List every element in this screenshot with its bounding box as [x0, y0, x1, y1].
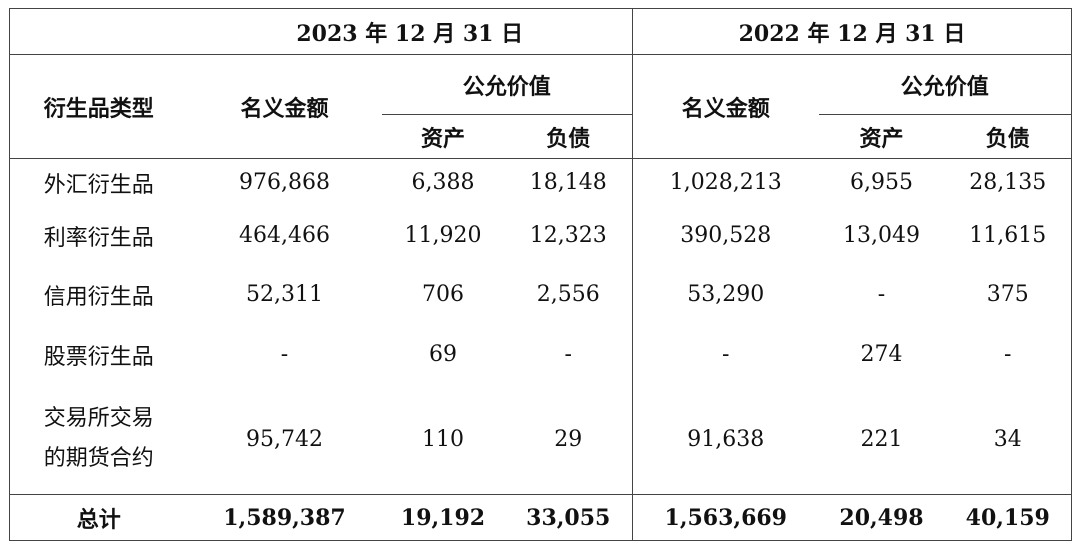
row-type: 信用衍生品: [43, 284, 154, 310]
liabilities-2022: -: [1004, 342, 1012, 367]
notional-2023: 52,311: [246, 282, 323, 307]
total-assets-2022: 20,498: [818, 494, 945, 541]
assets-2022: 221: [860, 426, 903, 452]
row-type-line1: 交易所交易: [43, 406, 154, 432]
total-label: 总计: [9, 494, 188, 541]
assets-2023: 110: [422, 426, 464, 452]
notional-2022: 91,638: [632, 384, 819, 495]
total-notional-2022: 1,563,669: [632, 494, 819, 541]
assets-2022: 13,049: [843, 223, 920, 248]
table-row: 交易所交易 的期货合约 95,742 110 29 91,638 221 34: [10, 384, 1072, 495]
total-liabilities-2023: 33,055: [504, 494, 633, 541]
notional-2022: 390,528: [632, 206, 819, 265]
liabilities-2022: 11,615: [969, 223, 1047, 248]
header-blank-cell: [9, 8, 188, 55]
liabilities-2022: 34: [993, 426, 1022, 452]
liabilities-2022-header: 负债: [985, 125, 1030, 152]
assets-2022: -: [877, 282, 886, 307]
period-2023-header: 2023 年 12 月 31 日: [187, 8, 633, 55]
notional-2023: 464,466: [239, 223, 330, 248]
notional-2023: -: [280, 342, 289, 367]
notional-2022: 1,028,213: [632, 158, 819, 207]
assets-2022: 274: [860, 342, 903, 367]
total-liabilities-2022: 40,159: [944, 494, 1072, 541]
row-type: 外汇衍生品: [9, 158, 188, 207]
liabilities-2023: 12,323: [529, 223, 607, 248]
assets-2022: 6,955: [818, 158, 945, 207]
assets-2022-header: 资产: [859, 125, 904, 152]
total-assets-2023: 19,192: [381, 494, 505, 541]
liabilities-2023-header: 负债: [546, 125, 591, 152]
notional-2022: -: [632, 324, 819, 385]
table-row: 利率衍生品 464,466 11,920 12,323 390,528 13,0…: [10, 206, 1072, 265]
notional-2023: 976,868: [187, 158, 382, 207]
row-type-line2: 的期货合约: [43, 446, 154, 472]
assets-2023-header: 资产: [420, 125, 465, 152]
col-notional-2022-header: 名义金额: [632, 54, 819, 159]
derivatives-table: 2023 年 12 月 31 日 2022 年 12 月 31 日 衍生品类型 …: [9, 8, 1073, 541]
col-notional-2023-header: 名义金额: [240, 95, 329, 122]
assets-2023: 6,388: [381, 158, 505, 207]
row-type: 交易所交易 的期货合约: [10, 385, 188, 495]
col-type-header: 衍生品类型: [43, 95, 154, 122]
assets-2023: 11,920: [404, 223, 482, 248]
liabilities-2023: 2,556: [536, 282, 600, 307]
table-row: 外汇衍生品 976,868 6,388 18,148 1,028,213 6,9…: [9, 158, 1072, 207]
fair-value-2022-header: 公允价值: [818, 54, 1072, 115]
notional-2023: 95,742: [246, 426, 323, 452]
assets-2023: 706: [422, 282, 464, 307]
total-row: 总计 1,589,387 19,192 33,055 1,563,669 20,…: [9, 494, 1072, 541]
notional-2022: 53,290: [632, 264, 819, 325]
assets-2023: 69: [429, 342, 457, 367]
row-type: 利率衍生品: [43, 225, 154, 251]
liabilities-2023: 18,148: [504, 158, 633, 207]
total-notional-2023: 1,589,387: [187, 494, 382, 541]
table-row: 股票衍生品 - 69 - - 274 -: [10, 324, 1072, 385]
liabilities-2023: -: [564, 342, 572, 367]
liabilities-2022: 375: [986, 282, 1029, 307]
row-type: 股票衍生品: [43, 344, 154, 370]
liabilities-2022: 28,135: [944, 158, 1072, 207]
liabilities-2023: 29: [554, 426, 583, 452]
period-2022-header: 2022 年 12 月 31 日: [632, 8, 1072, 55]
fair-value-2023-header: 公允价值: [381, 54, 633, 115]
table-row: 信用衍生品 52,311 706 2,556 53,290 - 375: [10, 264, 1072, 325]
